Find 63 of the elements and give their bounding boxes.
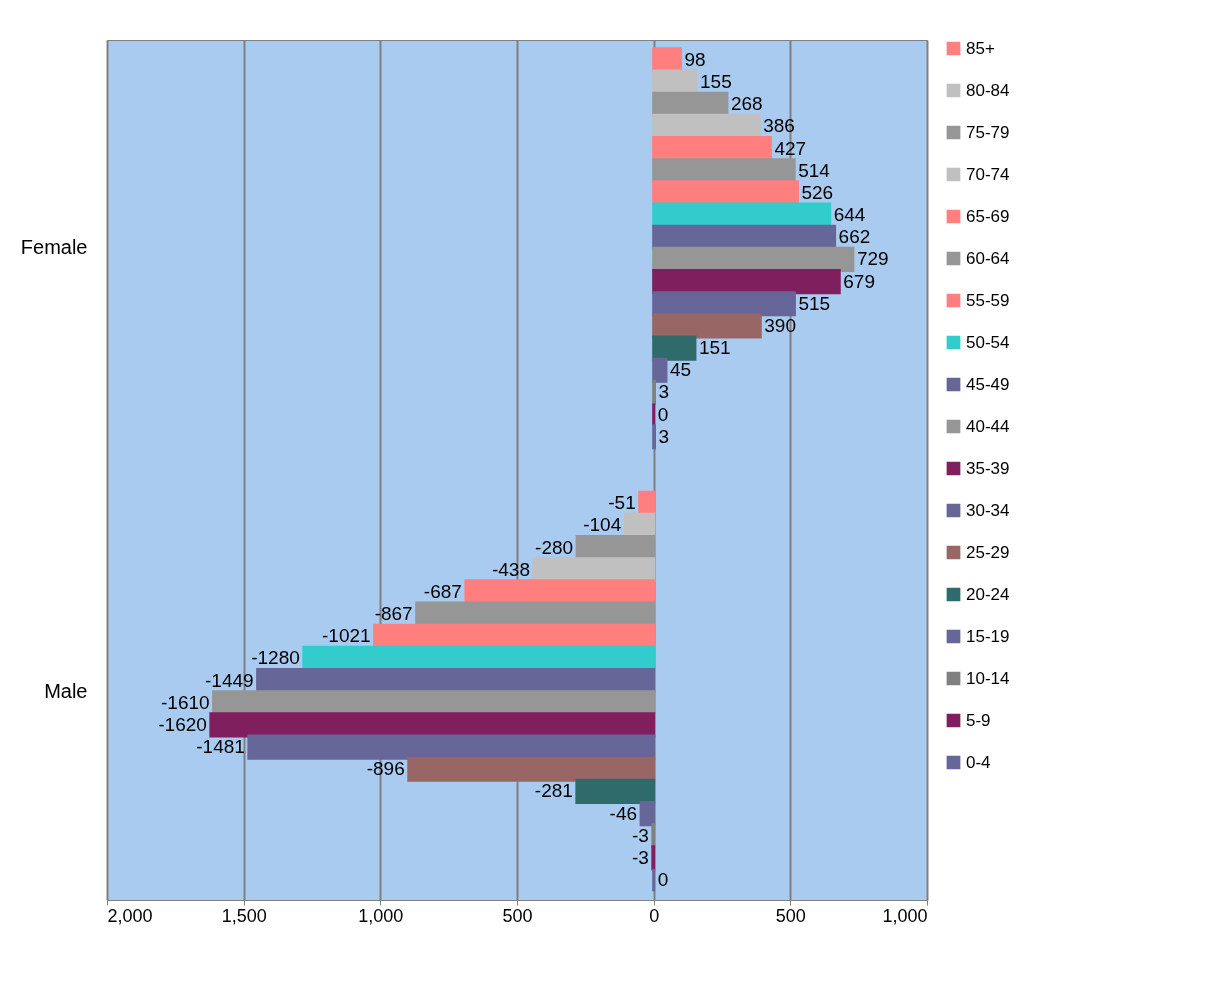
data-label: 644 [833, 204, 866, 226]
legend-label: 60-64 [966, 248, 1010, 268]
data-label: 729 [856, 248, 889, 270]
data-label: 390 [764, 314, 796, 336]
legend-label: 30-34 [966, 500, 1010, 520]
data-label: 268 [730, 93, 763, 115]
data-label: 45 [669, 359, 692, 381]
data-label: -1021 [321, 625, 371, 647]
data-label: 3 [658, 381, 670, 403]
data-label: 526 [801, 181, 834, 203]
legend-label: 50-54 [966, 332, 1010, 352]
data-label: 427 [774, 137, 807, 159]
legend-label: 75-79 [966, 122, 1010, 142]
data-label: -1620 [158, 713, 207, 735]
data-label: -687 [423, 580, 462, 602]
data-label: 662 [838, 226, 871, 248]
data-label: -1449 [205, 669, 254, 691]
legend-label: 65-69 [966, 206, 1010, 226]
x-tick-label: 2,000 [107, 905, 153, 926]
legend-label: 80-84 [966, 80, 1010, 100]
data-label: -281 [534, 780, 573, 802]
data-label: 98 [684, 48, 706, 70]
data-label: -51 [608, 492, 636, 514]
x-tick-label: 0 [649, 905, 660, 926]
data-label: -1610 [160, 691, 210, 713]
legend-label: 10-14 [966, 668, 1010, 688]
data-label: -1481 [196, 736, 245, 758]
x-tick-label: 500 [775, 905, 806, 926]
data-label: 386 [763, 115, 795, 137]
data-label: 514 [798, 159, 831, 181]
data-label: -104 [583, 514, 622, 536]
legend-label: 85+ [966, 38, 995, 58]
legend-label: 15-19 [966, 626, 1010, 646]
data-label: -46 [609, 802, 638, 824]
data-label: -1280 [251, 647, 300, 669]
legend-label: 5-9 [966, 710, 991, 730]
legend-label: 20-24 [966, 584, 1010, 604]
x-tick-label: 1,000 [358, 905, 404, 926]
legend-label: 25-29 [966, 542, 1010, 562]
x-tick-label: 1,500 [221, 905, 267, 926]
data-label: 515 [798, 292, 831, 314]
legend-label: 55-59 [966, 290, 1010, 310]
data-label: 679 [843, 270, 875, 292]
data-label: 155 [700, 71, 732, 93]
data-label: -3 [631, 824, 649, 846]
data-label: -896 [366, 758, 405, 780]
data-label: -280 [535, 536, 574, 558]
data-label: 0 [657, 869, 669, 891]
y-tick-label: Male [44, 679, 88, 702]
data-label: 3 [658, 425, 670, 447]
data-label: -438 [491, 558, 530, 580]
legend-label: 45-49 [966, 374, 1010, 394]
y-tick-label: Female [20, 236, 88, 259]
legend-label: 35-39 [966, 458, 1010, 478]
data-label: -867 [374, 603, 413, 625]
legend-label: 40-44 [966, 416, 1010, 436]
legend-label: 70-74 [966, 164, 1010, 184]
x-tick-label: 500 [502, 905, 533, 926]
data-label: 151 [698, 337, 731, 359]
data-label: -3 [631, 846, 649, 868]
x-tick-label: 1,000 [882, 905, 928, 926]
data-label: 0 [657, 403, 669, 425]
legend-label: 0-4 [966, 752, 991, 772]
